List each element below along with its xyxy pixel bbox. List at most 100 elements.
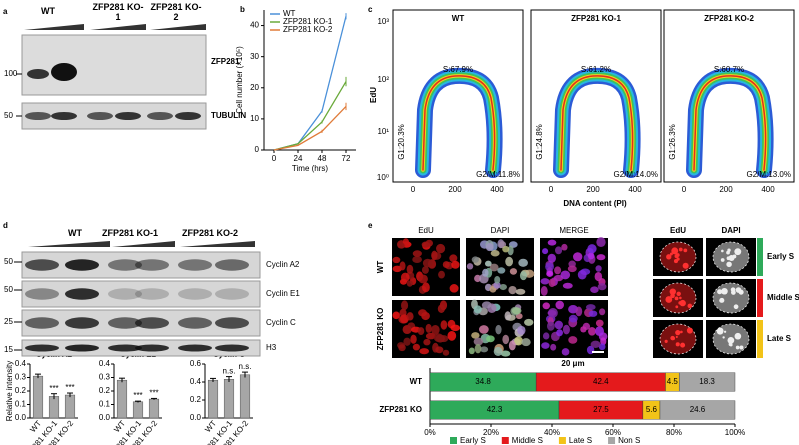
nucleus (548, 278, 556, 288)
nucleus (508, 285, 517, 295)
foci (675, 335, 678, 339)
nucleus (515, 288, 526, 295)
blot-band (25, 112, 51, 120)
y-tick-label: 0.1 (99, 400, 111, 409)
nucleus (392, 265, 402, 273)
nucleus (548, 307, 558, 318)
mw-marker: 25 (4, 317, 13, 326)
significance-label: n.s. (223, 367, 236, 376)
foci (687, 303, 693, 309)
data-label: 24.6 (690, 405, 706, 414)
row-label: H3 (266, 343, 277, 352)
foci (726, 256, 731, 261)
nucleus (400, 272, 410, 283)
x-tick-label: 400 (490, 185, 504, 194)
nucleus (410, 334, 417, 344)
nucleus (556, 329, 563, 337)
nucleus (398, 344, 406, 352)
bar (64, 394, 76, 419)
wedge (180, 241, 255, 247)
blot-band (108, 344, 142, 352)
nucleus (568, 314, 578, 323)
nucleus (502, 334, 510, 345)
column-label: ZFP281 KO-1 (101, 228, 159, 238)
y-axis-label: EdU (369, 87, 378, 103)
blot-band (215, 259, 249, 271)
nucleus (451, 260, 460, 269)
blot-band (108, 288, 142, 300)
nucleus (449, 254, 458, 263)
plot-title: ZFP281 KO-2 (704, 14, 754, 23)
foci (738, 289, 744, 295)
nucleus (596, 254, 606, 261)
nucleus (436, 243, 446, 254)
foci (676, 257, 680, 261)
nucleus (599, 308, 606, 316)
nucleus (554, 320, 563, 330)
foci (721, 249, 724, 253)
blot-band (178, 344, 212, 352)
nucleus (422, 282, 430, 293)
gate-label: S:61.2% (581, 65, 611, 74)
foci (665, 296, 673, 303)
significance-label: *** (49, 384, 58, 393)
legend-label: Late S (569, 436, 592, 445)
nucleus (542, 248, 549, 255)
blot-band (25, 317, 59, 329)
legend-label: ZFP281 KO-1 (283, 17, 333, 26)
row-label: WT (376, 261, 385, 274)
foci (666, 254, 672, 260)
y-tick-label: 10 (250, 114, 259, 123)
blot-band (178, 259, 212, 271)
foci (670, 293, 675, 299)
blot-band (108, 259, 142, 271)
stage-label: Middle S (767, 293, 799, 302)
column-label: ZFP281 KO-2 (150, 2, 202, 22)
legend-swatch (558, 437, 566, 444)
blot-band (25, 259, 59, 271)
blot-band (25, 344, 59, 352)
nucleus (484, 260, 492, 267)
wedge (24, 24, 84, 30)
nucleus (567, 265, 577, 273)
nucleus (546, 321, 555, 331)
gate-label: G1:20.3% (397, 124, 406, 160)
nucleus (431, 324, 440, 335)
y-tick-label: 0.2 (190, 395, 202, 404)
nucleus (418, 274, 428, 284)
y-tick-label: 10² (377, 75, 389, 84)
nucleus (442, 261, 450, 269)
legend-swatch (501, 437, 509, 444)
legend-swatch (450, 437, 457, 444)
panel-letter: b (240, 5, 245, 14)
nucleus (519, 271, 527, 281)
nucleus (489, 263, 499, 272)
nucleus (712, 282, 750, 314)
nucleus (473, 305, 482, 314)
nucleus (490, 250, 500, 257)
foci (664, 339, 668, 343)
nucleus (425, 332, 436, 340)
blot-band (51, 112, 77, 120)
nucleus (406, 264, 414, 274)
wedge (90, 24, 146, 30)
flow-density (693, 75, 767, 171)
nucleus (406, 312, 414, 321)
blot-band (215, 344, 249, 352)
nucleus (546, 270, 554, 277)
nucleus (402, 238, 410, 246)
significance-label: n.s. (239, 362, 252, 371)
nucleus (588, 327, 596, 336)
x-tick-label: 0 (682, 185, 687, 194)
foci (729, 343, 733, 347)
nucleus (447, 331, 457, 341)
foci (720, 258, 725, 262)
nucleus (542, 302, 550, 310)
x-tick-label: 40% (544, 428, 560, 437)
nucleus (514, 336, 524, 346)
significance-label: *** (133, 391, 142, 400)
data-label: 5.6 (646, 405, 658, 414)
stage-strip (757, 238, 763, 276)
row-label: TUBULIN (211, 111, 246, 120)
legend-label: ZFP281 KO-2 (283, 25, 333, 34)
